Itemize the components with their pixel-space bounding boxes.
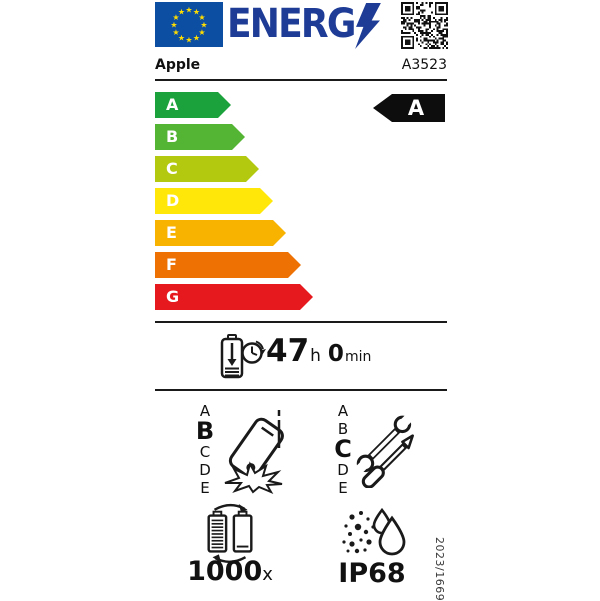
svg-text:★: ★ — [178, 33, 185, 42]
bar-label: E — [166, 223, 177, 242]
svg-text:★: ★ — [172, 13, 179, 22]
endurance-hours-unit: h — [310, 346, 321, 366]
model-number: A3523 — [401, 57, 447, 73]
falling-phone-icon — [224, 410, 284, 495]
scale-letter: E — [200, 479, 210, 497]
battery-clock-icon — [220, 334, 266, 379]
section-divider — [155, 389, 447, 391]
svg-text:★: ★ — [193, 33, 200, 42]
drop-resistance-scale: A B C D E — [192, 402, 218, 497]
ip-rating-value: IP68 — [307, 558, 437, 589]
energy-class-bar-g: G — [155, 284, 313, 310]
bar-label: G — [166, 287, 180, 306]
battery-endurance-value: 47 h 0 min — [266, 333, 371, 369]
energy-class-bar-e: E — [155, 220, 286, 246]
svg-text:★: ★ — [172, 28, 179, 37]
brand-name: Apple — [155, 57, 201, 73]
cycles-unit: x — [262, 564, 273, 585]
battery-cycle-icon — [207, 503, 253, 564]
scale-letter: A — [337, 402, 349, 420]
bar-label: D — [166, 191, 180, 210]
cycles-number: 1000 — [187, 556, 263, 587]
endurance-minutes-unit: min — [344, 349, 372, 365]
bar-label: A — [166, 95, 179, 114]
scale-letter: B — [337, 420, 349, 438]
header-divider — [155, 79, 447, 81]
battery-cycles-value: 1000x — [165, 556, 295, 587]
scale-letter: B — [195, 417, 215, 445]
bar-label: C — [166, 159, 178, 178]
ip-rating-text: IP68 — [338, 558, 406, 589]
energy-class-bar-c: C — [155, 156, 259, 182]
scale-letter: C — [334, 435, 352, 463]
endurance-minutes: 0 — [327, 341, 344, 367]
svg-text:★: ★ — [193, 7, 200, 16]
section-divider — [155, 321, 447, 323]
scale-letter: D — [199, 461, 211, 479]
regulation-number: 2023/1669 — [433, 537, 446, 601]
svg-text:★: ★ — [170, 20, 177, 29]
endurance-hours: 47 — [266, 333, 310, 369]
energy-class-scale: A B C D E F G — [155, 92, 313, 316]
svg-text:★: ★ — [198, 28, 205, 37]
energy-class-bar-b: B — [155, 124, 245, 150]
lightning-icon — [355, 3, 381, 49]
scale-letter: C — [199, 443, 211, 461]
svg-text:★: ★ — [198, 13, 205, 22]
energy-class-bar-a: A — [155, 92, 231, 118]
eu-flag-icon: ★ ★★★★★★★★★★★ — [155, 2, 223, 47]
svg-text:★: ★ — [185, 35, 192, 44]
energ-logo-text: ENERG — [227, 1, 356, 47]
qr-code — [401, 2, 448, 49]
brand-row: Apple A3523 — [155, 57, 447, 73]
bar-label: B — [166, 127, 179, 146]
energy-class-bar-d: D — [155, 188, 273, 214]
repairability-scale: A B C D E — [330, 402, 356, 497]
dust-water-icon — [342, 507, 406, 556]
energy-rating-arrow: A — [373, 94, 445, 122]
scale-letter: A — [199, 402, 211, 420]
scale-letter: E — [338, 479, 348, 497]
svg-text:★: ★ — [178, 7, 185, 16]
svg-text:★: ★ — [185, 5, 192, 14]
wrench-screwdriver-icon — [356, 412, 415, 488]
svg-text:★: ★ — [200, 20, 207, 29]
energy-class-bar-f: F — [155, 252, 301, 278]
scale-letter: D — [337, 461, 349, 479]
bar-label: F — [166, 255, 177, 274]
